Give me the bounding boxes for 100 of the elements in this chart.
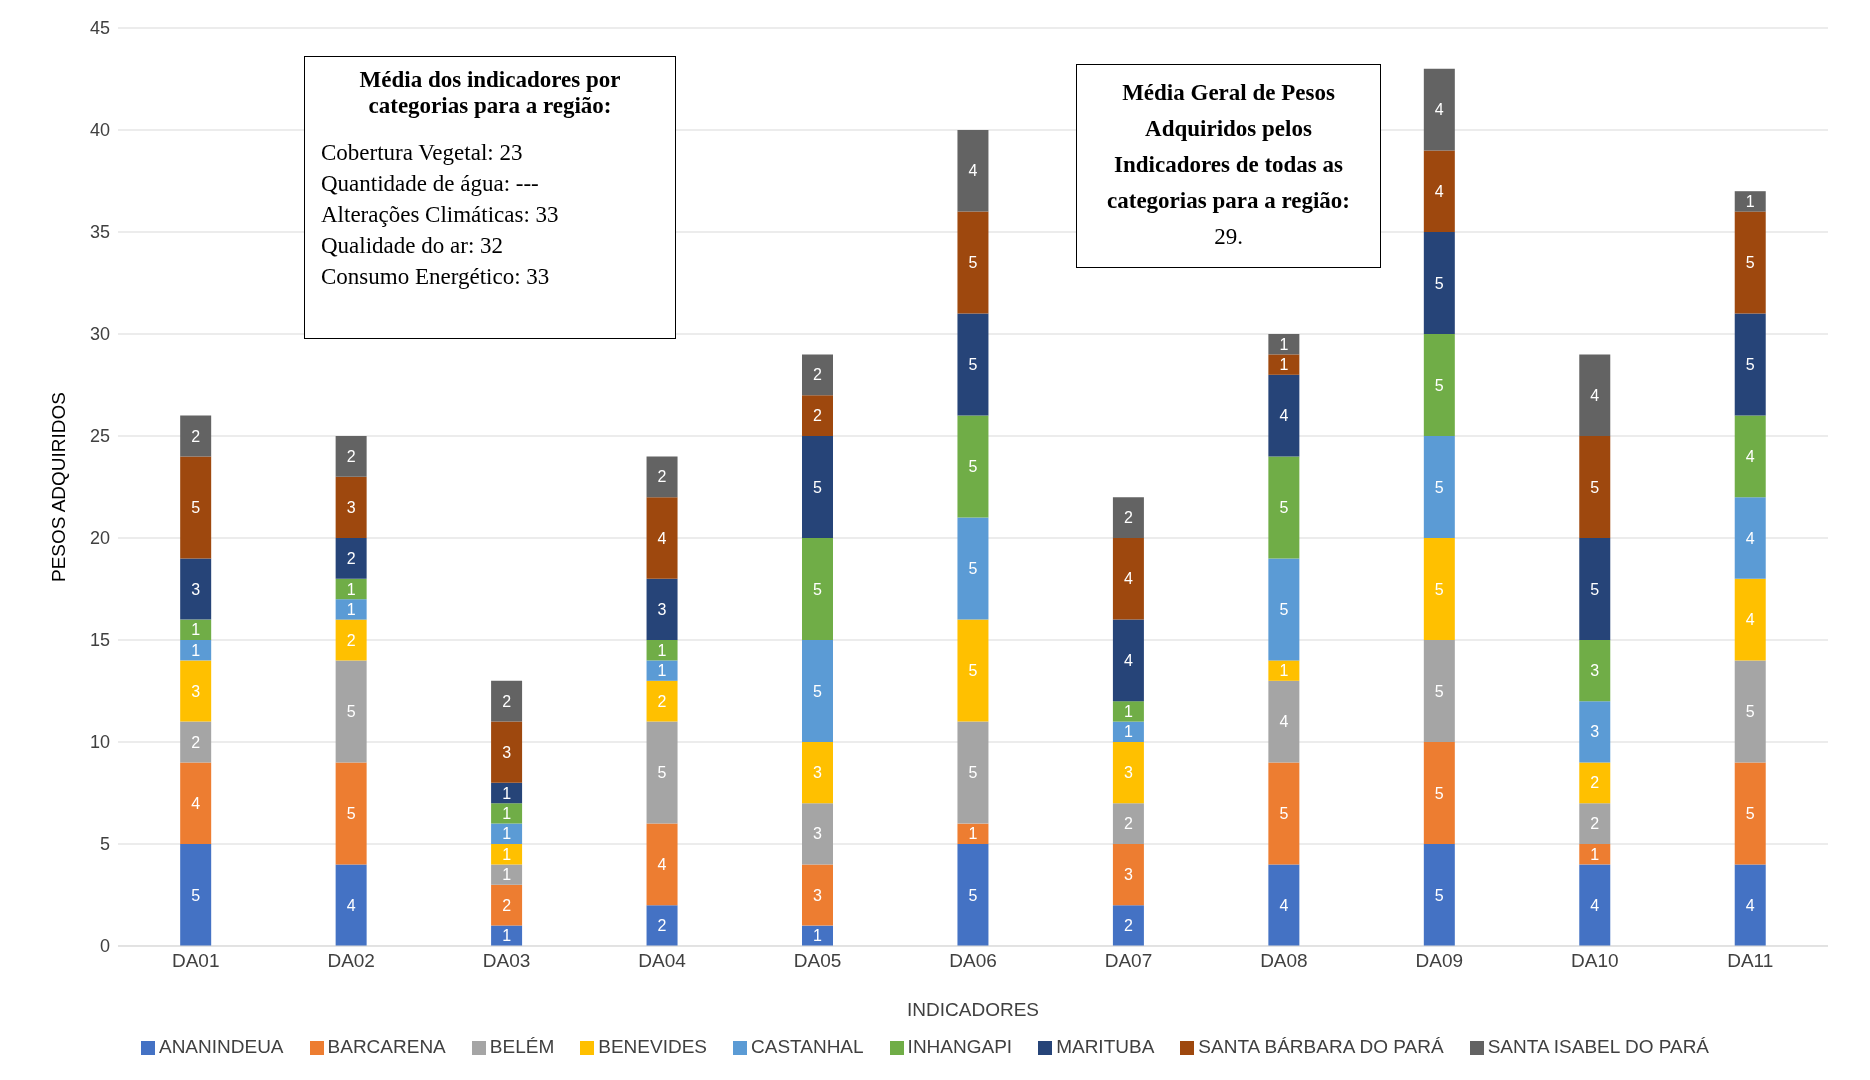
bar — [1112, 538, 1144, 620]
bar — [1734, 578, 1766, 661]
legend-label: SANTA BÁRBARA DO PARÁ — [1198, 1036, 1444, 1057]
bar — [1423, 742, 1455, 844]
bar — [491, 721, 523, 783]
bar — [491, 864, 523, 885]
x-tick-label: DA01 — [171, 950, 220, 972]
bar — [802, 436, 833, 538]
bar — [1423, 150, 1455, 232]
bar — [1579, 803, 1611, 844]
data-label: 4 — [1279, 896, 1289, 914]
data-label: 5 — [1434, 784, 1444, 802]
bar — [180, 619, 212, 640]
bar — [1579, 640, 1611, 702]
bar — [1112, 619, 1144, 702]
bar — [802, 803, 833, 865]
data-label: 1 — [346, 601, 356, 619]
bar — [802, 395, 833, 436]
y-tick-label: 5 — [99, 834, 110, 855]
data-label: 1 — [502, 825, 512, 843]
bar — [335, 476, 367, 538]
bar — [1423, 334, 1455, 436]
data-label: 5 — [1434, 274, 1444, 292]
bar — [335, 619, 367, 661]
bar — [491, 782, 523, 804]
bar — [957, 130, 989, 212]
data-label: 1 — [1279, 335, 1289, 353]
bar — [1734, 762, 1766, 865]
bar — [491, 823, 523, 844]
data-label: 5 — [968, 662, 978, 680]
data-label: 3 — [813, 886, 823, 904]
data-label: 3 — [813, 825, 823, 843]
legend-label: SANTA ISABEL DO PARÁ — [1487, 1036, 1710, 1057]
data-label: 5 — [1745, 356, 1755, 374]
data-label: 1 — [1123, 723, 1133, 741]
data-label: 5 — [1590, 580, 1600, 598]
data-label: 5 — [968, 560, 978, 578]
bar — [1734, 191, 1766, 212]
bar — [180, 456, 212, 559]
bar — [646, 456, 678, 498]
data-label: 1 — [657, 641, 667, 659]
data-label: 5 — [813, 580, 823, 598]
data-label: 1 — [502, 866, 512, 884]
data-label: 5 — [813, 682, 823, 700]
data-label: 5 — [657, 764, 667, 782]
x-tick-label: DA03 — [482, 950, 531, 972]
data-label: 5 — [191, 886, 201, 904]
data-label: 5 — [1745, 703, 1755, 721]
bar — [802, 742, 833, 804]
bar — [335, 864, 367, 946]
data-label: 1 — [502, 805, 512, 823]
data-label: 5 — [1279, 805, 1289, 823]
bar — [646, 905, 678, 946]
bar — [1734, 211, 1766, 314]
x-tick-label: DA11 — [1727, 950, 1774, 972]
bar — [335, 599, 367, 620]
legend-label: BELÉM — [489, 1036, 555, 1057]
data-label: 5 — [968, 254, 978, 272]
annotation: Cobertura Vegetal: 23 — [321, 139, 524, 167]
x-tick-label: DA02 — [327, 950, 375, 972]
bar — [1268, 762, 1300, 865]
bar — [1112, 742, 1144, 804]
data-label: 2 — [1590, 815, 1600, 833]
x-tick-label: DA10 — [1571, 950, 1619, 972]
bar — [1579, 354, 1611, 436]
data-label: 2 — [657, 917, 667, 935]
bar — [1268, 354, 1300, 375]
y-tick-label: 10 — [89, 732, 110, 753]
bar — [1423, 436, 1455, 538]
data-label: 4 — [1745, 529, 1755, 547]
data-label: 4 — [968, 162, 978, 180]
data-label: 5 — [968, 886, 978, 904]
bar — [802, 864, 833, 926]
bar — [957, 517, 989, 620]
annotation: Média Geral de Pesos Adquiridos pelos Indicadores de todas as categorias para a região: — [1107, 80, 1350, 213]
bar — [1268, 660, 1300, 681]
annotation: Quantidade de água: --- — [321, 170, 540, 198]
data-label: 2 — [1123, 917, 1133, 935]
bar — [957, 721, 989, 824]
data-label: 3 — [502, 743, 512, 761]
data-label: 3 — [1590, 662, 1600, 680]
y-tick-label: 30 — [89, 324, 110, 345]
data-label: 3 — [1590, 723, 1600, 741]
bar — [1112, 803, 1144, 844]
data-label: 4 — [1434, 182, 1444, 200]
bar — [646, 680, 678, 722]
data-label: 5 — [813, 478, 823, 496]
y-tick-label: 40 — [89, 120, 110, 141]
bar — [180, 660, 212, 722]
x-tick-label: DA06 — [949, 950, 997, 972]
data-label: 2 — [1123, 815, 1133, 833]
bar — [1734, 415, 1766, 498]
bar — [646, 660, 678, 681]
bar — [1112, 905, 1144, 946]
bar — [1734, 313, 1766, 416]
legend-label: INHANGAPI — [907, 1036, 1013, 1057]
data-label: 5 — [1434, 376, 1444, 394]
bar — [1423, 640, 1455, 742]
legend-label: ANANINDEUA — [158, 1036, 284, 1057]
data-label: 5 — [191, 499, 201, 517]
